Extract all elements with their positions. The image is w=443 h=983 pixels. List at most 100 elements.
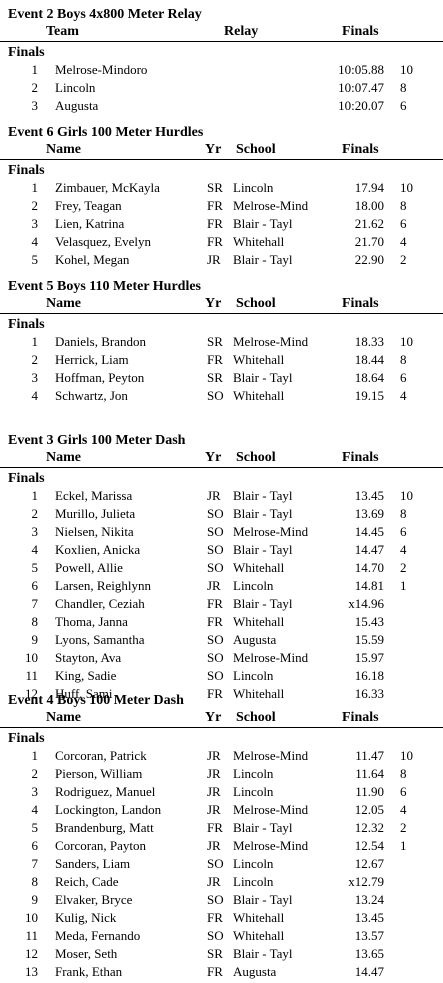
place-cell: 3 [31, 370, 39, 385]
school-cell: Lincoln [233, 856, 274, 871]
athlete-name-cell: Velasquez, Evelyn [55, 234, 152, 249]
school-cell: Melrose-Mind [233, 650, 309, 665]
year-cell: SO [207, 632, 224, 647]
result-row: 11 King, Sadie SO Lincoln 16.18 [0, 667, 443, 685]
athlete-name-cell: Reich, Cade [55, 874, 119, 889]
points-cell: 4 [400, 802, 407, 817]
team-cell: Melrose-Mindoro [55, 62, 148, 77]
points-cell: 1 [400, 838, 407, 853]
points-cell: 2 [400, 820, 407, 835]
result-row: 12 Moser, Seth SR Blair - Tayl 13.65 [0, 945, 443, 963]
school-column-header: School [236, 296, 276, 311]
place-cell: 6 [31, 578, 39, 593]
time-cell: 18.00 [354, 198, 384, 213]
time-cell: 13.24 [354, 892, 384, 907]
place-cell: 4 [31, 802, 39, 817]
result-row: 3 Rodriguez, Manuel JR Lincoln 11.90 6 [0, 783, 443, 801]
year-cell: SO [207, 892, 224, 907]
year-cell: JR [207, 838, 221, 853]
school-cell: Melrose-Mind [233, 838, 309, 853]
result-row: 2 Pierson, William JR Lincoln 11.64 8 [0, 765, 443, 783]
time-cell: 13.57 [354, 928, 384, 943]
time-cell: 17.94 [354, 180, 384, 195]
place-cell: 10 [25, 910, 38, 925]
athlete-name-cell: Stayton, Ava [55, 650, 122, 665]
place-cell: 1 [31, 334, 39, 349]
points-cell: 10 [400, 488, 413, 503]
points-cell: 10 [400, 180, 413, 195]
athlete-name-cell: Lockington, Landon [55, 802, 162, 817]
athlete-name-cell: Koxlien, Anicka [55, 542, 141, 557]
place-cell: 1 [31, 180, 39, 195]
time-cell: 14.70 [354, 560, 384, 575]
time-cell: 19.15 [354, 388, 384, 403]
result-row: 10 Stayton, Ava SO Melrose-Mind 15.97 [0, 649, 443, 667]
athlete-name-cell: Frank, Ethan [55, 964, 123, 979]
time-cell: 21.70 [354, 234, 384, 249]
column-header-row: Name Yr School Finals [0, 709, 443, 728]
school-cell: Blair - Tayl [233, 370, 293, 385]
event-title: Event 4 Boys 100 Meter Dash [8, 693, 184, 708]
points-cell: 4 [400, 234, 407, 249]
athlete-name-cell: Zimbauer, McKayla [55, 180, 160, 195]
year-cell: SR [207, 180, 223, 195]
school-column-header: School [236, 450, 276, 465]
school-cell: Lincoln [233, 180, 274, 195]
team-cell: Augusta [55, 98, 99, 113]
school-cell: Lincoln [233, 874, 274, 889]
points-cell: 1 [400, 578, 407, 593]
points-cell: 4 [400, 388, 407, 403]
school-cell: Whitehall [233, 234, 285, 249]
time-cell: 16.18 [354, 668, 384, 683]
year-cell: FR [207, 352, 223, 367]
year-cell: SO [207, 856, 224, 871]
place-cell: 3 [31, 524, 39, 539]
results-table: 1 Zimbauer, McKayla SR Lincoln 17.94 10 2 Frey,… [0, 179, 443, 269]
school-cell: Melrose-Mind [233, 524, 309, 539]
time-cell: 12.32 [354, 820, 384, 835]
school-cell: Whitehall [233, 910, 285, 925]
result-row: 1 Eckel, Marissa JR Blair - Tayl 13.45 10 [0, 487, 443, 505]
result-row: 3 Lien, Katrina FR Blair - Tayl 21.62 6 [0, 215, 443, 233]
school-cell: Blair - Tayl [233, 488, 293, 503]
time-cell: 10:20.07 [338, 98, 384, 113]
time-cell: 16.33 [354, 686, 384, 701]
time-cell: 11.47 [355, 748, 384, 763]
finals-column-header: Finals [342, 450, 379, 465]
result-row: 2 Murillo, Julieta SO Blair - Tayl 13.69 8 [0, 505, 443, 523]
place-cell: 4 [31, 542, 39, 557]
place-cell: 1 [31, 748, 39, 763]
result-row: 1 Corcoran, Patrick JR Melrose-Mind 11.47 10 [0, 747, 443, 765]
round-label: Finals [8, 731, 45, 746]
athlete-name-cell: Eckel, Marissa [55, 488, 133, 503]
points-cell: 6 [400, 370, 407, 385]
school-cell: Whitehall [233, 352, 285, 367]
place-cell: 4 [31, 234, 39, 249]
year-cell: FR [207, 198, 223, 213]
athlete-name-cell: Lyons, Samantha [55, 632, 145, 647]
time-cell: 14.45 [354, 524, 384, 539]
athlete-name-cell: Corcoran, Payton [55, 838, 146, 853]
place-cell: 2 [31, 198, 39, 213]
points-cell: 6 [400, 216, 407, 231]
result-row: 13 Frank, Ethan FR Augusta 14.47 [0, 963, 443, 981]
athlete-name-cell: Thoma, Janna [55, 614, 128, 629]
athlete-name-cell: Murillo, Julieta [55, 506, 136, 521]
school-column-header: School [236, 710, 276, 725]
athlete-name-cell: Larsen, Reighlynn [55, 578, 152, 593]
athlete-name-cell: Hoffman, Peyton [55, 370, 145, 385]
time-cell: 12.54 [354, 838, 384, 853]
year-cell: SO [207, 928, 224, 943]
column-header-row: Name Yr School Finals [0, 295, 443, 314]
athlete-name-cell: Sanders, Liam [55, 856, 131, 871]
points-cell: 2 [400, 252, 407, 267]
round-label: Finals [8, 163, 45, 178]
result-row: 4 Schwartz, Jon SO Whitehall 19.15 4 [0, 387, 443, 405]
athlete-name-cell: Schwartz, Jon [55, 388, 128, 403]
athlete-name-cell: Nielsen, Nikita [55, 524, 134, 539]
year-cell: JR [207, 578, 221, 593]
place-cell: 2 [31, 80, 39, 95]
year-cell: FR [207, 686, 223, 701]
school-cell: Augusta [233, 632, 277, 647]
year-cell: JR [207, 252, 221, 267]
